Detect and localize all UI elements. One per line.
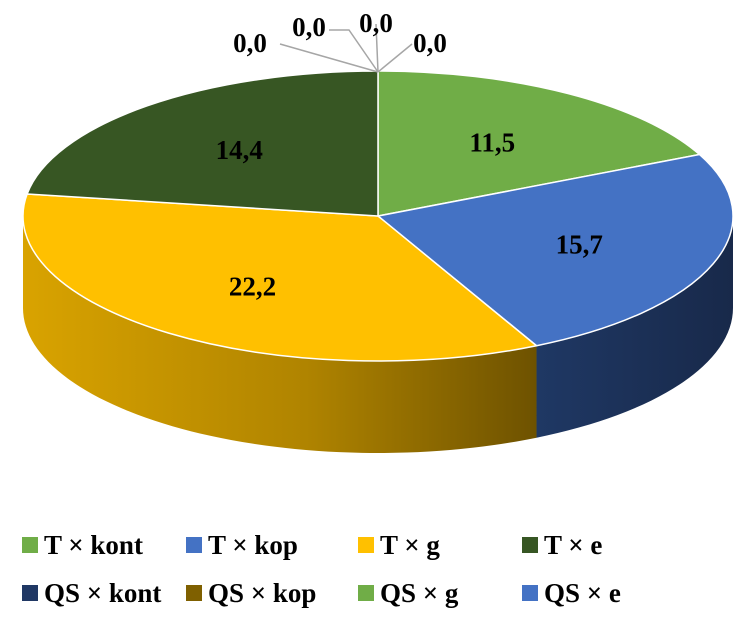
data-label-t-x-kop: 15,7	[556, 230, 603, 260]
legend-label-qs-x-kop: QS × kop	[208, 578, 316, 608]
slice-t-x-kop	[377, 153, 734, 347]
legend-item-qs-x-e: QS × e	[522, 578, 621, 608]
side-t-x-kop	[536, 216, 733, 438]
legend-item-qs-x-g: QS × g	[358, 578, 459, 608]
legend-swatch-t-x-e	[522, 537, 538, 553]
legend-swatch-qs-x-g	[358, 585, 374, 601]
legend-swatch-qs-x-e	[522, 585, 538, 601]
data-label-t-x-g: 22,2	[229, 271, 276, 301]
legend-item-qs-x-kont: QS × kont	[22, 578, 161, 608]
legend-item-qs-x-kop: QS × kop	[186, 578, 316, 608]
legend-item-t-x-e: T × e	[522, 530, 602, 560]
legend-item-t-x-kop: T × kop	[186, 530, 298, 560]
legend-swatch-t-x-kont	[22, 537, 38, 553]
legend-label-qs-x-kont: QS × kont	[44, 578, 161, 608]
data-label-t-x-kont: 11,5	[469, 128, 515, 158]
legend-swatch-qs-x-kont	[22, 585, 38, 601]
data-label-qs-x-kop: 0,0	[292, 12, 326, 42]
leader-line-qs-x-g	[375, 23, 379, 73]
slice-t-x-e	[26, 70, 379, 217]
side-t-x-g	[23, 216, 537, 453]
leader-lines	[279, 23, 413, 73]
legend-item-t-x-g: T × g	[358, 530, 440, 560]
slice-t-x-g	[22, 193, 538, 362]
data-label-qs-x-g: 0,0	[359, 8, 393, 38]
slice-t-x-kont	[377, 70, 701, 217]
data-label-t-x-e: 14,4	[216, 135, 263, 165]
legend-label-t-x-e: T × e	[544, 530, 602, 560]
pie-top	[22, 70, 734, 362]
legend-label-qs-x-e: QS × e	[544, 578, 621, 608]
legend: T × kont T × kop T × g T × e QS × kont QS × k…	[22, 530, 621, 608]
legend-item-t-x-kont: T × kont	[22, 530, 143, 560]
data-label-qs-x-kont: 0,0	[233, 28, 267, 58]
legend-swatch-t-x-kop	[186, 537, 202, 553]
legend-label-t-x-kop: T × kop	[208, 530, 298, 560]
leader-line-qs-x-e	[377, 43, 413, 73]
leader-line-qs-x-kont	[279, 43, 379, 73]
leader-line-qs-x-kop	[329, 29, 379, 73]
legend-label-qs-x-g: QS × g	[380, 578, 459, 608]
legend-label-t-x-g: T × g	[380, 530, 440, 560]
legend-swatch-qs-x-kop	[186, 585, 202, 601]
legend-label-t-x-kont: T × kont	[44, 530, 143, 560]
data-labels: 11,5 15,7 22,2 14,4 0,0 0,0 0,0 0,0	[216, 8, 603, 301]
data-label-qs-x-e: 0,0	[413, 28, 447, 58]
pie-sides	[23, 216, 733, 453]
legend-swatch-t-x-g	[358, 537, 374, 553]
